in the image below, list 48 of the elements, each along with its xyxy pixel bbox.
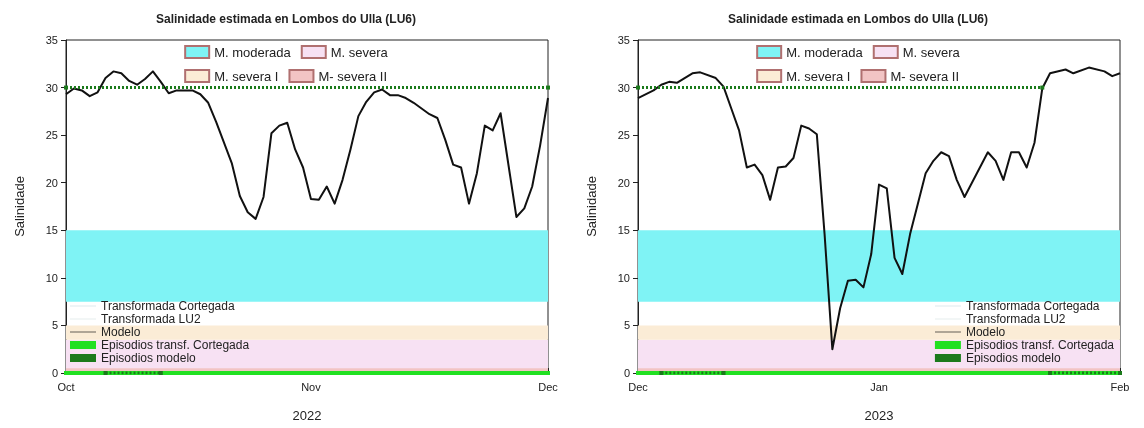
legend-label: Episodios transf. Cortegada — [101, 338, 250, 352]
legend-label: M. moderada — [214, 44, 292, 60]
legend-label: M. severa — [902, 44, 961, 60]
x-tick-label: Jan — [870, 380, 888, 393]
legend-label: M- severa II — [318, 68, 388, 84]
legend-label: M. severa I — [214, 68, 279, 84]
x-tick-label: Dec — [538, 380, 559, 393]
y-tick-label: 15 — [45, 224, 58, 237]
y-tick-label: 5 — [623, 319, 630, 332]
legend-label: Transformada LU2 — [965, 312, 1066, 326]
y-tick-label: 25 — [45, 129, 58, 142]
legend-label: Episodios modelo — [101, 351, 197, 365]
x-tick-label: Oct — [57, 380, 75, 393]
y-tick-label: 25 — [617, 129, 630, 142]
line-series — [637, 66, 1121, 351]
x-tick-label: Nov — [301, 380, 322, 393]
legend-label: M. severa I — [786, 68, 851, 84]
legend-label: Episodios transf. Cortegada — [965, 338, 1115, 352]
legend-label: M. moderada — [786, 44, 864, 60]
y-tick-label: 30 — [45, 81, 58, 94]
x-tick-label: Dec — [628, 380, 649, 393]
y-tick-label: 30 — [617, 81, 630, 94]
x-axis-title: 2022 — [292, 408, 322, 423]
line-series — [65, 70, 549, 220]
y-tick-label: 20 — [45, 176, 58, 189]
x-tick-label: Feb — [1110, 380, 1130, 393]
legend-label: Episodios modelo — [965, 351, 1061, 365]
y-tick-label: 20 — [617, 176, 630, 189]
y-tick-label: 35 — [617, 34, 630, 46]
y-tick-label: 0 — [51, 367, 58, 379]
y-tick-label: 10 — [617, 271, 630, 284]
legend-label: M- severa II — [890, 68, 960, 84]
legend-label: Transformada LU2 — [101, 312, 201, 326]
chart-title: Salinidade estimada en Lombos do Ulla (LU6) — [155, 12, 417, 26]
y-tick-label: 15 — [617, 224, 630, 237]
legend-label: Transformada Cortegada — [101, 299, 235, 313]
chart-title: Salinidade estimada en Lombos do Ulla (LU6) — [727, 12, 989, 26]
y-axis-title: Salinidade — [584, 176, 599, 237]
legend-label: Modelo — [101, 325, 141, 339]
legend-label: Transformada Cortegada — [965, 299, 1100, 313]
y-tick-label: 35 — [45, 34, 58, 46]
y-tick-label: 5 — [51, 319, 58, 332]
legend-label: M. severa — [330, 44, 389, 60]
legend-label: Modelo — [965, 325, 1006, 339]
y-tick-label: 0 — [623, 367, 630, 379]
y-axis-title: Salinidade — [12, 176, 27, 237]
y-tick-label: 10 — [45, 271, 58, 284]
x-axis-title: 2023 — [864, 408, 894, 423]
